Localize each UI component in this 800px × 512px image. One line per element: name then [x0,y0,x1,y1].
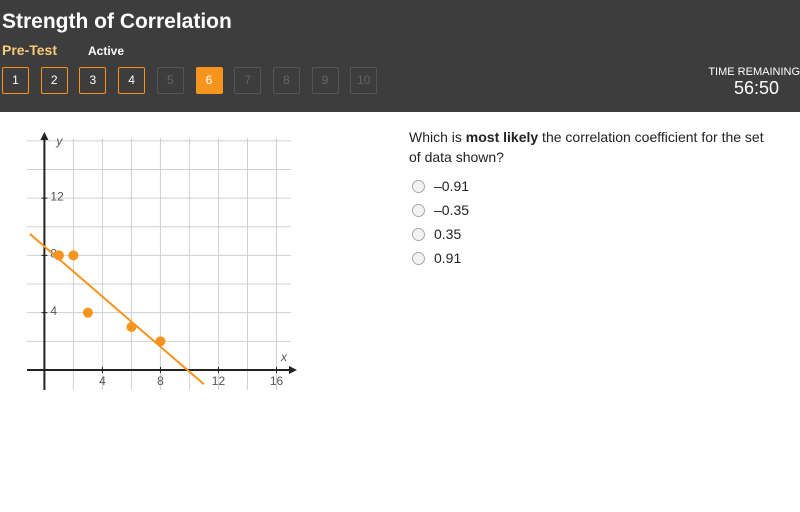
question-button[interactable]: 6 [195,67,223,94]
option-text: 0.91 [434,250,462,266]
question-text-part: the correlation coefficient for the set … [409,129,764,165]
subtitle: Pre-Test [2,42,57,58]
answer-option[interactable]: –0.91 [412,178,469,194]
answer-option[interactable]: –0.35 [412,202,469,218]
data-point [68,250,79,261]
page: Strength of Correlation Pre-Test Active … [0,0,800,390]
question-button[interactable]: 4 [118,67,146,94]
question-button: 5 [156,67,184,94]
status: Active [88,44,125,58]
data-point [126,322,137,332]
question-button: 8 [272,67,300,94]
axis-arrow [289,365,297,374]
x-axis-label: x [280,350,288,364]
option-text: –0.35 [434,202,470,218]
y-tick-label: 4 [50,304,57,318]
answer-option[interactable]: 0.91 [412,250,461,266]
timer-value: 56:50 [734,78,780,98]
x-tick-label: 16 [270,374,284,388]
y-axis-label: y [55,134,63,148]
x-tick-label: 8 [157,374,164,388]
question-button[interactable]: 1 [2,67,29,94]
data-point [82,307,93,318]
y-tick-label: 12 [50,189,64,203]
option-text: –0.91 [434,178,470,194]
answer-option[interactable]: 0.35 [412,226,461,242]
option-text: 0.35 [434,226,462,242]
graph: 4812164812xy [27,132,297,390]
radio-button[interactable] [412,252,425,265]
radio-button[interactable] [412,228,425,241]
header: Strength of Correlation Pre-Test Active … [0,0,800,112]
x-tick-label: 12 [212,374,226,388]
data-point [155,336,166,347]
question-button[interactable]: 3 [79,67,107,94]
question-text-part: Which is [409,129,466,145]
question-button: 9 [311,67,339,94]
timer-label: TIME REMAINING [708,66,800,78]
x-tick-label: 4 [99,374,106,388]
axis-arrow [40,132,49,140]
radio-button[interactable] [412,204,425,217]
data-point [53,250,64,261]
question-button[interactable]: 2 [40,67,68,94]
radio-button[interactable] [412,180,425,193]
question-button: 7 [234,67,262,94]
question-text: Which is most likely the correlation coe… [409,127,779,167]
question-emphasis: most likely [465,129,539,145]
title: Strength of Correlation [2,10,232,33]
question-button: 10 [350,67,378,94]
